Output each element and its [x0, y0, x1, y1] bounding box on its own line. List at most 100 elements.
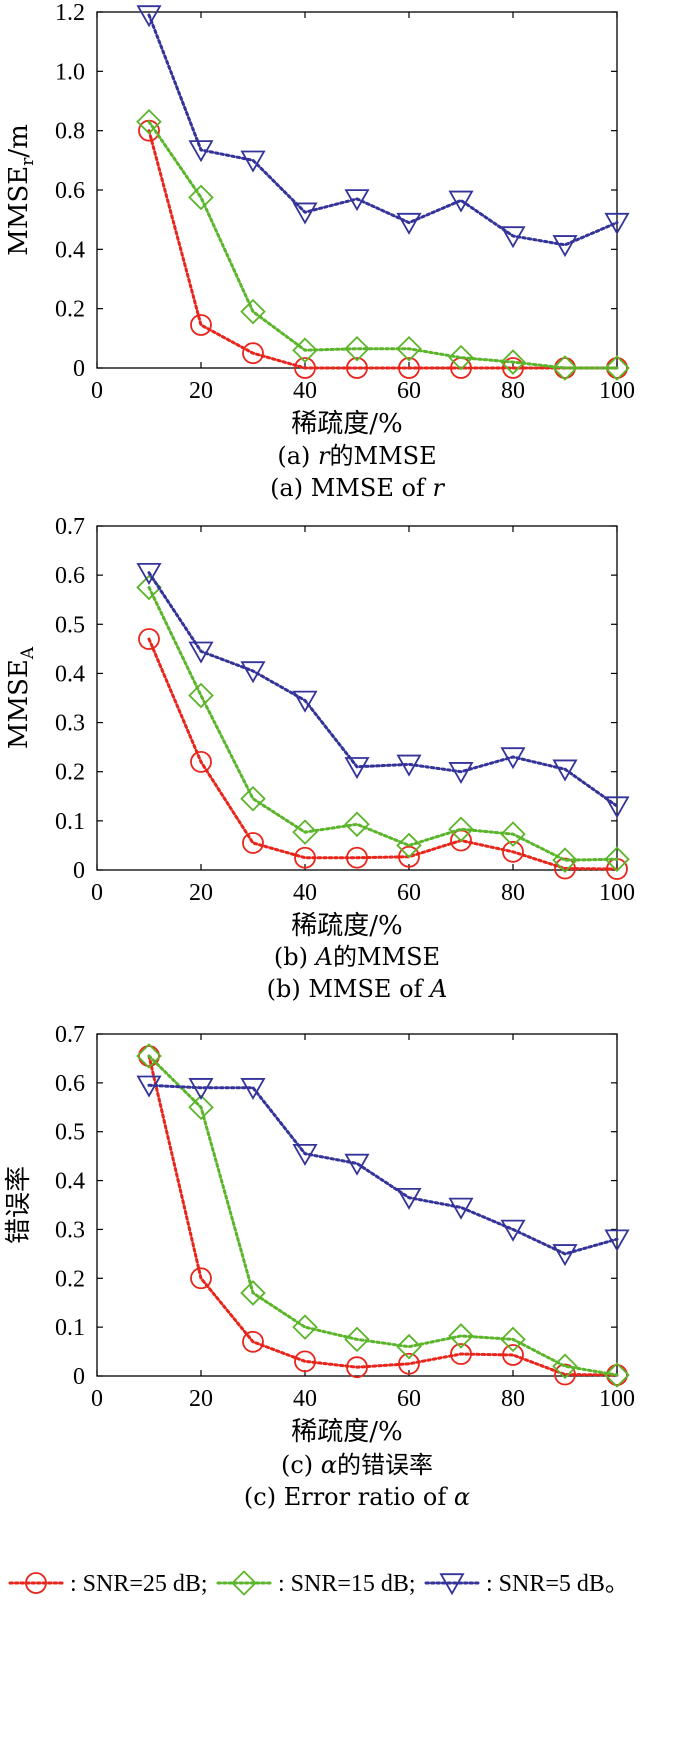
- y-tick-label: 0: [73, 858, 85, 884]
- x-axis-label: 稀疏度/%: [291, 409, 402, 439]
- data-point-series-3: [344, 757, 370, 780]
- data-point-series-2: [344, 811, 370, 838]
- x-tick-label: 20: [189, 378, 213, 404]
- data-point-series-3: [136, 1075, 162, 1098]
- series-line-1: [147, 637, 619, 871]
- series-line-3: [147, 571, 619, 808]
- caption-en-prefix: (b) MMSE of: [267, 975, 430, 1003]
- data-point-series-3: [500, 226, 526, 249]
- y-tick-label: 0.7: [55, 514, 85, 540]
- data-point-series-3: [500, 747, 526, 770]
- data-point-series-2: [396, 1333, 422, 1360]
- data-point-series-2: [448, 1323, 474, 1349]
- data-point-series-3: [240, 150, 266, 173]
- data-point-series-1: [502, 357, 524, 379]
- series-line-1: [147, 129, 619, 370]
- data-point-series-2: [552, 1353, 578, 1380]
- data-point-series-2: [292, 1314, 318, 1340]
- data-point-series-2: [448, 816, 474, 842]
- data-point-series-3: [136, 5, 162, 28]
- data-point-series-3: [292, 202, 318, 225]
- series-line-3: [147, 13, 619, 247]
- y-tick-label: 0.5: [55, 1120, 85, 1146]
- x-axis-label: 稀疏度/%: [291, 911, 402, 941]
- x-tick-label: 80: [501, 378, 525, 404]
- caption-cn-prefix: (b): [274, 943, 316, 971]
- data-point-series-2: [188, 682, 214, 709]
- data-point-series-1: [398, 1352, 420, 1375]
- data-point-series-1: [398, 357, 420, 379]
- data-point-series-1: [138, 1045, 160, 1067]
- data-point-series-1: [242, 342, 264, 365]
- y-tick-label: 0.6: [55, 178, 85, 204]
- data-point-series-3: [396, 212, 422, 235]
- data-point-series-3: [448, 1197, 474, 1220]
- data-point-series-3: [552, 235, 578, 258]
- caption-cn-var: r: [318, 442, 331, 470]
- caption-cn-var: A: [314, 943, 333, 971]
- chart-2: 0 20 40 60 80 100 0 0.1 0.2 0.3 0.4 0.5 0.6 0.7 稀疏度/% M…: [4, 514, 635, 1003]
- y-tick-label: 0.4: [55, 237, 85, 263]
- data-point-series-2: [500, 821, 526, 847]
- caption-cn-prefix: (a): [277, 442, 318, 470]
- data-point-series-2: [344, 335, 370, 362]
- x-tick-label: 0: [91, 1386, 103, 1412]
- data-point-series-2: [552, 355, 578, 381]
- data-point-series-3: [136, 562, 162, 585]
- x-tick-label: 40: [293, 880, 317, 906]
- legend-marker-1: [25, 1572, 47, 1594]
- y-tick-label: 0: [73, 1364, 85, 1390]
- data-point-series-3: [448, 190, 474, 213]
- data-point-series-1: [554, 857, 576, 880]
- y-tick-label: 0.4: [55, 661, 85, 687]
- plot-frame: [96, 1033, 618, 1377]
- caption-en: (a) MMSE of r: [270, 474, 445, 502]
- data-point-series-3: [188, 140, 214, 163]
- y-tick-label: 0.2: [55, 760, 85, 786]
- caption-cn-suffix: 的MMSE: [330, 442, 437, 470]
- y-tick-label: 0.2: [55, 1266, 85, 1292]
- legend-marker-3: [439, 1573, 465, 1596]
- caption-en-var: α: [454, 1483, 470, 1511]
- data-point-series-1: [502, 1344, 524, 1366]
- data-point-series-3: [344, 1153, 370, 1176]
- data-point-series-3: [448, 762, 474, 784]
- y-axis-label: MMSEA: [4, 646, 38, 749]
- y-tick-label: 0.6: [55, 1071, 85, 1097]
- data-point-series-1: [450, 829, 472, 852]
- y-tick-label: 0.1: [55, 1315, 85, 1341]
- caption-en-prefix: (a) MMSE of: [270, 474, 432, 502]
- legend-marker-2: [231, 1570, 257, 1596]
- series-line-3: [147, 1083, 619, 1256]
- data-point-series-2: [136, 108, 162, 135]
- y-tick-label: 1.0: [55, 59, 85, 85]
- y-tick-label: 0.4: [55, 1169, 85, 1195]
- y-tick-label: 0.8: [55, 119, 85, 145]
- y-tick-label: 0.5: [55, 612, 85, 638]
- data-point-series-3: [604, 796, 630, 819]
- caption-cn: (a) r的MMSE: [277, 442, 436, 470]
- caption-en-var: A: [428, 975, 447, 1003]
- x-tick-label: 40: [293, 1386, 317, 1412]
- data-point-series-1: [346, 357, 368, 379]
- data-point-series-2: [344, 1326, 370, 1353]
- series-line-2: [147, 585, 619, 862]
- data-point-series-3: [396, 1187, 422, 1210]
- series-line-2: [147, 1054, 619, 1377]
- data-point-series-1: [606, 1364, 628, 1386]
- data-point-series-3: [500, 1219, 526, 1242]
- legend-label-1: : SNR=25 dB;: [70, 1571, 208, 1597]
- data-point-series-1: [398, 845, 420, 868]
- data-point-series-1: [502, 840, 524, 863]
- plot-frame: [96, 525, 618, 871]
- y-tick-label: 0: [73, 356, 85, 382]
- data-point-series-1: [450, 1343, 472, 1365]
- y-axis-label: 错误率: [4, 1166, 34, 1244]
- caption-en: (c) Error ratio of α: [244, 1483, 470, 1511]
- data-point-series-2: [396, 832, 422, 859]
- data-point-series-1: [346, 1356, 368, 1379]
- caption-cn-var: α: [321, 1451, 337, 1479]
- data-point-series-1: [346, 846, 368, 869]
- x-tick-label: 0: [91, 880, 103, 906]
- data-point-series-1: [242, 1330, 264, 1353]
